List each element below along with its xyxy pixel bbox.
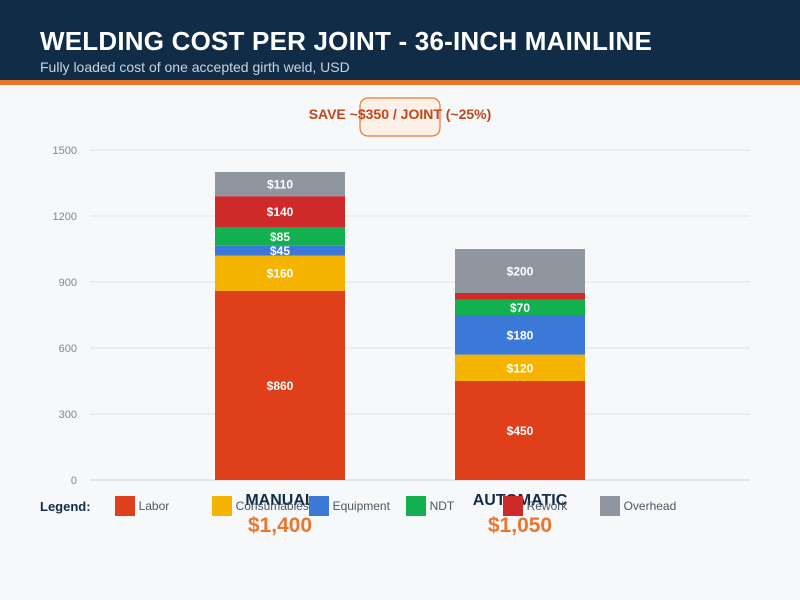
- legend-item-overhead: Overhead: [599, 496, 697, 516]
- total-label-manual: $1,400: [247, 514, 313, 537]
- data-label: $120: [507, 361, 534, 375]
- page-title: WELDING COST PER JOINT - 36-INCH MAINLIN…: [40, 26, 653, 56]
- page-subtitle: Fully loaded cost of one accepted girth …: [40, 59, 350, 75]
- data-label: $450: [507, 424, 534, 438]
- data-label: $860: [267, 379, 294, 393]
- y-tick-label: 0: [71, 475, 77, 487]
- y-tick-label: 1500: [53, 145, 77, 157]
- legend-label: Overhead: [623, 499, 677, 513]
- legend-item-consumables: Consumables: [211, 496, 309, 516]
- y-tick-label: 600: [59, 343, 77, 355]
- legend: Legend: Labor Consumables Equipment NDT Rewo…: [40, 495, 697, 517]
- legend-swatch: [405, 496, 426, 516]
- data-label: $160: [267, 267, 294, 281]
- legend-swatch: [502, 496, 523, 516]
- legend-label: NDT: [429, 499, 455, 513]
- legend-swatch: [599, 496, 620, 516]
- bar-segment-overhead-manual: [215, 172, 345, 197]
- bar-segment-equipment-manual: [215, 245, 345, 256]
- total-label-automatic: $1,050: [487, 514, 553, 537]
- bar-segment-ndt-manual: [215, 227, 345, 246]
- savings-annotation: SAVE ~$350 / JOINT (~25%): [309, 106, 492, 122]
- bar-segment-overhead-automatic: [455, 249, 585, 293]
- legend-title: Legend:: [40, 498, 91, 514]
- y-tick-label: 300: [59, 409, 77, 421]
- legend-swatch: [114, 496, 135, 516]
- legend-item-ndt: NDT: [405, 496, 503, 516]
- bar-segment-rework-automatic: [455, 293, 585, 300]
- legend-item-labor: Labor: [114, 496, 212, 516]
- data-label: $85: [270, 230, 290, 244]
- data-label: $70: [510, 301, 530, 315]
- bar-segment-rework-manual: [215, 196, 345, 227]
- legend-swatch: [211, 496, 232, 516]
- bar-segment-ndt-automatic: [455, 299, 585, 315]
- annotation-box: [359, 97, 441, 137]
- category-label: MANUAL: [245, 492, 315, 509]
- data-label: $140: [267, 205, 294, 219]
- header-bar: [0, 0, 800, 80]
- legend-item-rework: Rework: [502, 496, 600, 516]
- bar-segment-labor-automatic: [455, 381, 585, 480]
- bar-segment-consumables-manual: [215, 255, 345, 291]
- legend-label: Consumables: [235, 499, 309, 513]
- legend-label: Rework: [526, 499, 568, 513]
- legend-swatch: [308, 496, 329, 516]
- legend-label: Labor: [138, 499, 170, 513]
- data-label: $200: [507, 265, 534, 279]
- bar-segment-labor-manual: [215, 290, 345, 480]
- data-label: $180: [507, 328, 534, 342]
- bar-segment-equipment-automatic: [455, 315, 585, 355]
- header-accent-stripe: [0, 80, 800, 85]
- y-tick-label: 900: [59, 277, 77, 289]
- data-label: $45: [270, 244, 290, 258]
- legend-label: Equipment: [332, 499, 390, 513]
- y-tick-label: 1200: [53, 211, 77, 223]
- data-label: $110: [267, 178, 293, 192]
- bar-segment-consumables-automatic: [455, 354, 585, 381]
- legend-items: Labor Consumables Equipment NDT Rework Overhe…: [114, 496, 697, 516]
- legend-item-equipment: Equipment: [308, 496, 406, 516]
